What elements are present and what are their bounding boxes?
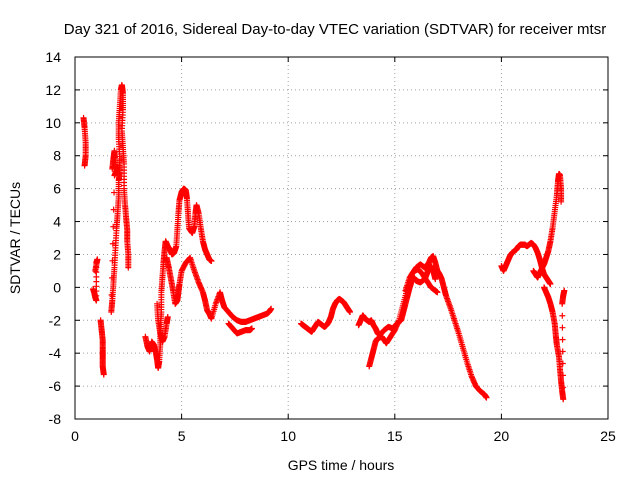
x-tick-label: 20 [494,428,510,444]
x-tick-label: 5 [178,428,186,444]
data-point [434,289,441,296]
y-tick-label: 8 [53,148,61,164]
data-point [561,287,568,294]
data-point [81,162,88,169]
data-point [347,309,354,316]
y-axis-label: SDTVAR / TECUs [7,182,23,294]
x-tick-label: 15 [387,428,403,444]
data-point [547,281,554,288]
data-point [248,325,255,332]
data-point [208,258,215,265]
data-point [559,336,566,343]
data-point [559,312,566,319]
x-tick-label: 10 [280,428,296,444]
y-tick-label: -2 [49,312,62,328]
y-tick-label: 12 [45,82,61,98]
data-point [559,324,566,331]
data-point [559,372,566,379]
data-point [560,384,567,391]
data-point [559,348,566,355]
y-tick-label: 14 [45,49,61,65]
data-point [560,396,567,403]
data-point [100,371,107,378]
y-tick-label: 6 [53,181,61,197]
data-point [92,267,99,274]
y-tick-label: 4 [53,214,61,230]
data-point [558,198,565,205]
y-tick-label: 2 [53,246,61,262]
x-axis-label: GPS time / hours [288,457,395,473]
plot-frame [74,56,609,420]
data-points [80,81,568,403]
data-point [164,313,171,320]
y-tick-label: -4 [49,345,62,361]
chart-title: Day 321 of 2016, Sidereal Day-to-day VTE… [64,21,606,38]
y-tick-label: 10 [45,115,61,131]
data-point [559,360,566,367]
axis-ticks: 0 5 10 15 20 25 -8 -6 -4 -2 0 2 4 6 8 10 12 14 [45,49,616,444]
y-tick-label: 0 [53,279,61,295]
x-tick-label: 0 [71,428,79,444]
data-point [432,276,439,283]
y-tick-label: -8 [49,411,62,427]
data-point [125,264,132,271]
x-tick-label: 25 [600,428,616,444]
data-point [483,394,490,401]
y-tick-label: -6 [49,378,62,394]
data-point [268,305,275,312]
